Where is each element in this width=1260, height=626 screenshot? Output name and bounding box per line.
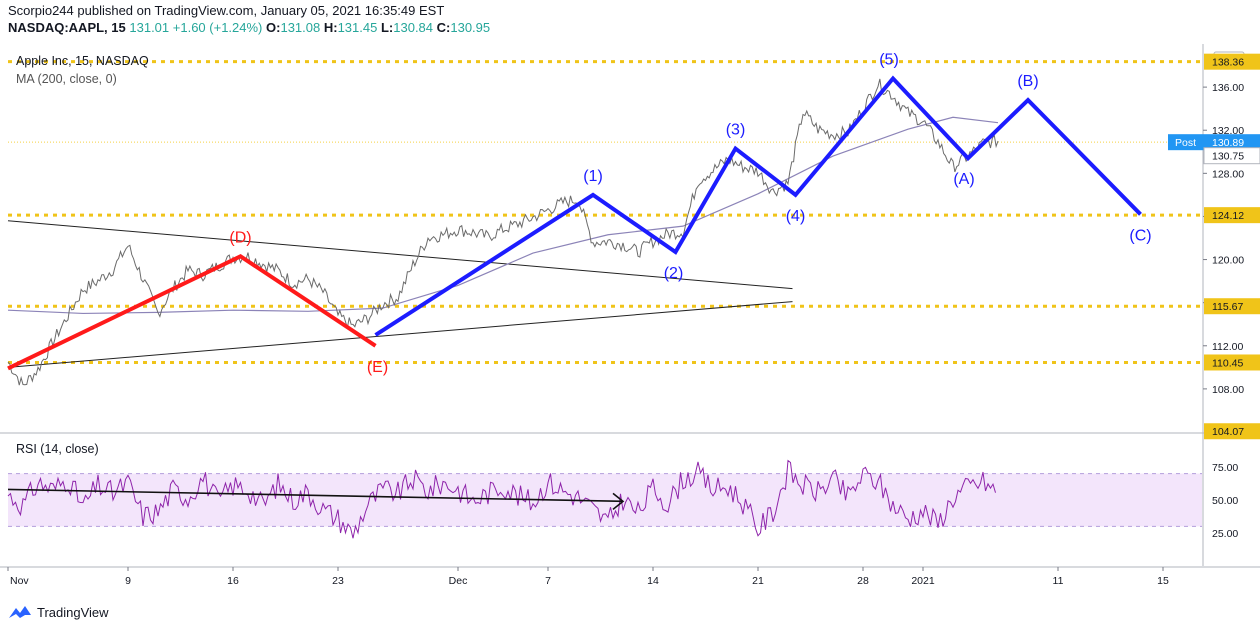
publisher-line: Scorpio244 published on TradingView.com,… (8, 3, 445, 18)
close-value: 130.95 (450, 20, 491, 35)
wave-label-3: (3) (726, 122, 746, 139)
wave-label-e: (E) (367, 359, 388, 376)
wave-label-2: (2) (664, 265, 684, 282)
x-tick-label: 21 (752, 575, 764, 587)
x-tick-label: 14 (647, 575, 659, 587)
price-change: +1.60 (+1.24%) (172, 20, 263, 35)
symbol-name: NASDAQ:AAPL, 15 (8, 20, 126, 35)
price-level-badge (1204, 53, 1260, 70)
main-pane-bg (8, 44, 1202, 432)
rsi-tick-label: 75.00 (1212, 462, 1238, 474)
tradingview-logo-icon (9, 606, 31, 618)
symbol-summary: NASDAQ:AAPL, 15 131.01 +1.60 (+1.24%) O:… (8, 20, 490, 35)
high-value: 131.45 (337, 20, 378, 35)
rsi-tick-label: 50.00 (1212, 495, 1238, 507)
low-value: 130.84 (393, 20, 434, 35)
last-price: 131.01 (129, 20, 170, 35)
post-badge-value: 130.89 (1212, 137, 1244, 149)
price-level-badge-label: 110.45 (1212, 357, 1243, 369)
price-level-badge (1204, 207, 1260, 224)
ma-indicator-label[interactable]: MA (200, close, 0) (16, 72, 117, 86)
x-tick-label: 15 (1157, 575, 1169, 587)
wave-label-a: (A) (953, 171, 974, 188)
wave-label-4: (4) (786, 208, 806, 225)
x-tick-label: 16 (227, 575, 239, 587)
low-label: L: (380, 20, 394, 35)
wave-label-b: (B) (1017, 73, 1038, 90)
triangle-upper-line (7, 220, 793, 290)
wave-label-d: (D) (229, 229, 251, 246)
price-level-badge-label: 130.75 (1212, 151, 1244, 163)
x-tick-label: 9 (125, 575, 131, 587)
rsi-band (8, 473, 1202, 527)
y-tick-label: 128.00 (1212, 168, 1244, 180)
wave-label-c: (C) (1129, 227, 1151, 244)
y-tick-label: 112.00 (1212, 341, 1243, 353)
close-label: C: (436, 20, 451, 35)
x-tick-label: 28 (857, 575, 869, 587)
x-tick-label: 7 (545, 575, 551, 587)
price-level-badge (1203, 147, 1260, 165)
open-value: 131.08 (280, 20, 321, 35)
y-tick-label: 136.00 (1212, 82, 1244, 94)
open-label: O: (266, 20, 281, 35)
x-tick-label: 23 (332, 575, 344, 587)
ma-200-line (7, 116, 999, 315)
y-tick-label: 120.00 (1212, 255, 1244, 267)
rsi-tick-label: 25.00 (1212, 528, 1238, 540)
y-tick-label: 108.00 (1212, 384, 1244, 396)
wave-label-1: (1) (583, 168, 603, 185)
brand-name: TradingView (37, 604, 109, 620)
price-level-badge-label: 138.36 (1212, 57, 1244, 69)
bear-wave-line (7, 254, 377, 371)
rsi-pane-title[interactable]: RSI (14, close) (16, 442, 99, 456)
price-level-badge (1204, 298, 1260, 315)
price-level-badge-label: 115.67 (1212, 301, 1243, 313)
price-level-badge-label: 104.07 (1212, 426, 1244, 438)
main-pane-title: Apple Inc, 15, NASDAQ (16, 54, 149, 68)
x-tick-label: 2021 (911, 575, 935, 587)
bull-wave-line (374, 75, 1142, 337)
high-label: H: (323, 20, 338, 35)
rsi-trend-arrow-head (612, 492, 625, 510)
post-badge (1168, 134, 1260, 151)
x-tick-label: Nov (10, 575, 29, 587)
post-badge-label: Post (1175, 137, 1196, 149)
wave-label-5: (5) (879, 51, 899, 68)
x-tick-label: Dec (449, 575, 468, 587)
price-level-badge-label: 124.12 (1212, 210, 1244, 222)
triangle-lower-line (7, 301, 793, 368)
rsi-trend-arrow-line (7, 488, 624, 503)
price-level-badge (1204, 423, 1260, 440)
x-tick-label: 11 (1053, 575, 1064, 587)
rsi-line (7, 459, 996, 539)
aapl-price-line (7, 78, 999, 386)
tradingview-brand[interactable]: TradingView (8, 604, 109, 620)
price-level-badge (1204, 354, 1260, 371)
